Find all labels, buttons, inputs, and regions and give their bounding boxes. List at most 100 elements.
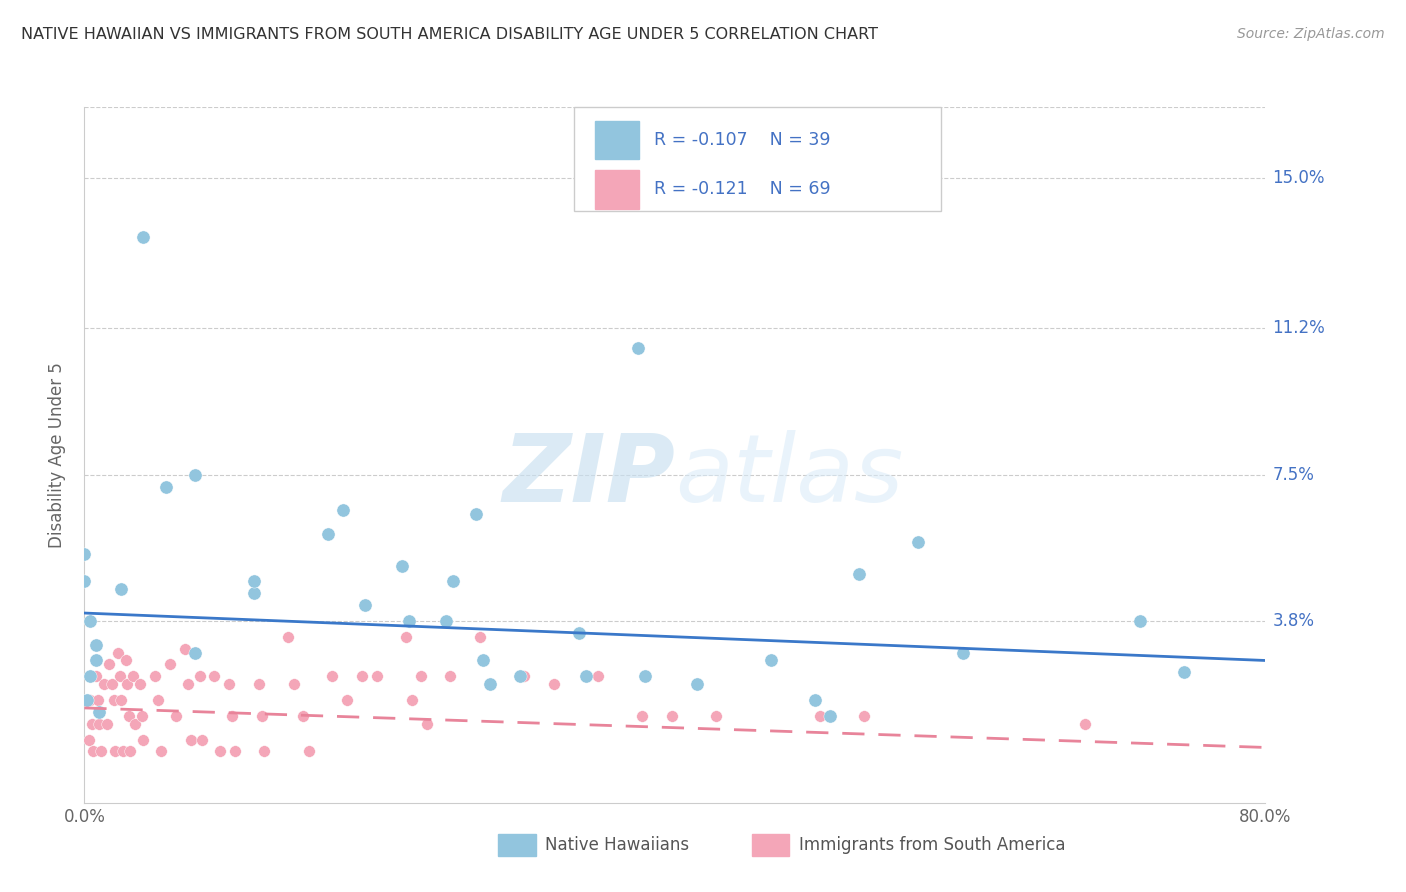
Point [298,744,321,758]
Point [122,669,145,683]
Point [221,708,243,723]
Point [111,744,134,758]
FancyBboxPatch shape [575,107,941,211]
Point [96,716,118,731]
Point [283,677,305,691]
Point [321,669,343,683]
Point [464,507,486,521]
Point [350,669,373,683]
Text: R = -0.107    N = 39: R = -0.107 N = 39 [654,131,830,149]
Point [110,582,132,597]
Point [76,693,98,707]
Point [107,646,129,660]
Point [80,716,103,731]
Text: 15.0%: 15.0% [1272,169,1324,187]
Point [661,708,683,723]
FancyBboxPatch shape [595,121,640,159]
Point [852,708,875,723]
Point [316,527,339,541]
Point [472,653,495,667]
Point [1129,614,1152,628]
Text: Source: ZipAtlas.com: Source: ZipAtlas.com [1237,27,1385,41]
Point [391,558,413,573]
Point [586,669,609,683]
Point [184,646,207,660]
Text: atlas: atlas [675,430,903,521]
Point [101,677,124,691]
Point [686,677,709,691]
Text: 11.2%: 11.2% [1272,319,1326,337]
Point [84,669,107,683]
Text: ZIP: ZIP [502,430,675,522]
Point [155,479,177,493]
FancyBboxPatch shape [595,170,640,209]
Point [110,693,132,707]
Point [143,669,166,683]
Text: 3.8%: 3.8% [1272,612,1315,630]
Point [952,646,974,660]
Point [84,653,107,667]
Point [513,669,536,683]
Point [416,716,439,731]
Point [132,732,155,747]
Point [218,677,240,691]
Point [704,708,727,723]
Point [103,693,125,707]
Point [759,653,782,667]
Point [808,708,831,723]
Point [631,708,654,723]
Point [224,744,246,758]
Point [354,598,377,612]
Point [243,586,266,600]
Point [907,534,929,549]
Point [441,574,464,589]
Point [114,653,136,667]
Point [173,641,195,656]
Point [398,614,420,628]
Point [115,677,138,691]
Point [132,230,155,244]
Point [848,566,870,581]
Point [148,693,170,707]
Point [568,625,591,640]
Point [395,630,418,644]
Point [336,693,359,707]
Point [634,669,657,683]
Point [86,693,108,707]
Point [177,677,200,691]
Point [87,705,111,719]
Point [332,503,354,517]
Point [93,677,115,691]
Point [468,630,491,644]
Point [543,677,565,691]
Point [87,716,111,731]
Point [575,669,598,683]
Text: NATIVE HAWAIIAN VS IMMIGRANTS FROM SOUTH AMERICA DISABILITY AGE UNDER 5 CORRELAT: NATIVE HAWAIIAN VS IMMIGRANTS FROM SOUTH… [21,27,879,42]
Point [79,669,101,683]
Point [73,547,96,561]
Point [165,708,187,723]
Point [366,669,388,683]
Point [209,744,232,758]
Point [159,657,181,672]
Text: R = -0.121    N = 69: R = -0.121 N = 69 [654,180,831,199]
Point [184,467,207,482]
Point [243,574,266,589]
Point [90,744,112,758]
Point [434,614,457,628]
Text: Native Hawaiians: Native Hawaiians [546,836,689,855]
Point [409,669,432,683]
Point [479,677,502,691]
Point [150,744,173,758]
Point [1074,716,1097,731]
Point [1173,665,1195,680]
Point [253,744,276,758]
Point [77,732,100,747]
Point [401,693,423,707]
Point [120,744,142,758]
Y-axis label: Disability Age Under 5: Disability Age Under 5 [48,362,66,548]
Point [509,669,531,683]
Point [108,669,131,683]
FancyBboxPatch shape [752,834,789,856]
Point [104,744,127,758]
